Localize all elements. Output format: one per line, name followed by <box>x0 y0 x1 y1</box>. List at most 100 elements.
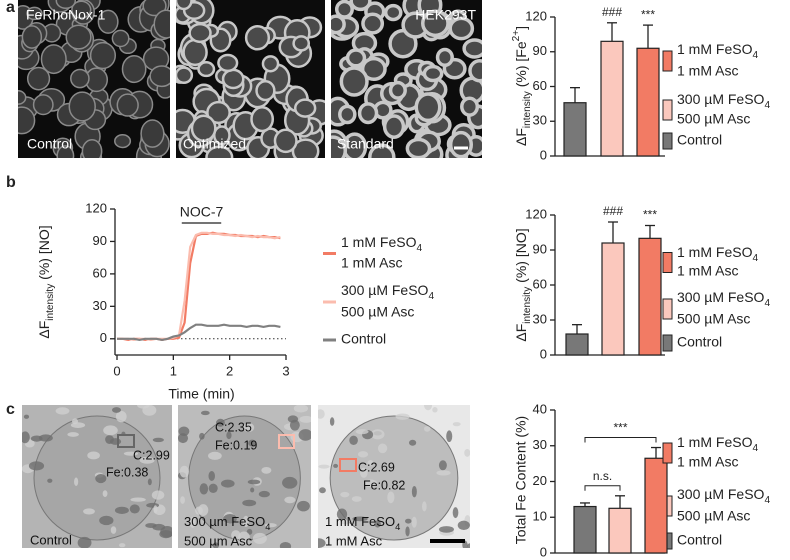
bracket-label: *** <box>613 421 627 435</box>
cell <box>140 119 165 148</box>
legend-swatch <box>662 334 673 352</box>
legend-swatch <box>662 252 673 273</box>
y-tick-label: 120 <box>85 200 107 215</box>
organelle <box>74 477 79 487</box>
cell <box>81 139 103 158</box>
organelle <box>457 520 470 530</box>
legend-label: 300 µM FeSO4 <box>677 91 770 111</box>
organelle-layer <box>318 405 470 548</box>
image-label: 500 µm Asc <box>184 533 253 548</box>
organelle <box>159 530 172 539</box>
cell <box>331 135 348 158</box>
organelle <box>395 413 410 420</box>
organelle <box>238 531 250 543</box>
y-tick-label: 60 <box>533 78 547 93</box>
organelle <box>231 530 241 540</box>
cell <box>40 44 67 75</box>
cell <box>176 66 194 85</box>
y-tick-label: 60 <box>93 265 107 280</box>
organelle <box>199 483 209 495</box>
bracket-label: n.s. <box>593 469 612 483</box>
cell <box>255 79 276 102</box>
cell <box>153 9 170 39</box>
image-label: Control <box>30 532 72 547</box>
bar <box>636 47 660 157</box>
roi-label: C:2.35 <box>215 420 252 434</box>
organelle <box>47 478 53 483</box>
organelle <box>367 460 374 466</box>
text-part: ΔF <box>513 324 529 342</box>
text-part: ΔF <box>513 128 529 146</box>
image-title: FeRhoNox-1 <box>26 7 106 23</box>
y-tick-label: 40 <box>533 401 547 416</box>
y-axis-label: ΔFintensity (%) [NO] <box>36 225 56 338</box>
cell <box>388 80 407 100</box>
panel-letter: a <box>6 0 15 16</box>
cell <box>460 96 480 117</box>
roi-label: Fe:0.19 <box>215 438 257 452</box>
organelle <box>363 479 378 488</box>
legend-label: 500 µM Asc <box>677 311 750 327</box>
cell <box>448 130 473 158</box>
organelle <box>208 451 222 460</box>
organelle <box>87 451 100 460</box>
legend-label: 500 µM Asc <box>341 304 414 320</box>
legend-label: 500 µM Asc <box>677 508 750 524</box>
organelle <box>114 506 129 514</box>
organelle <box>318 464 330 469</box>
organelle <box>438 526 455 533</box>
bar <box>563 102 587 157</box>
organelle-layer <box>178 405 311 548</box>
cell <box>188 22 212 44</box>
organelle <box>103 425 118 436</box>
cell <box>421 9 450 38</box>
roi-box <box>117 434 135 448</box>
x-tick-label: 1 <box>170 363 177 378</box>
bar <box>573 505 597 554</box>
legend-label: 1 mM FeSO4 <box>677 434 758 454</box>
y-tick-label: 10 <box>533 509 547 524</box>
organelle <box>408 439 417 446</box>
organelle <box>223 513 237 524</box>
organelle <box>147 478 152 486</box>
organelle <box>226 431 232 440</box>
cell <box>26 6 43 21</box>
organelle <box>424 405 433 411</box>
legend-swatch <box>662 99 673 121</box>
x-tick-label: 0 <box>113 363 120 378</box>
organelle <box>299 415 311 423</box>
organelle <box>250 487 255 493</box>
cell <box>334 0 354 19</box>
image-label: Standard <box>337 136 394 152</box>
organelle <box>153 505 158 514</box>
text-part: 300 µm FeSO <box>184 514 265 529</box>
text-part: ΔF <box>36 321 52 339</box>
organelle <box>293 405 309 413</box>
image-overlay: FeRhoNox-1 HEK293T Control Optimized Sta… <box>26 7 476 549</box>
organelle <box>152 437 164 443</box>
organelle <box>28 461 45 471</box>
organelle <box>452 422 461 427</box>
cell <box>70 68 90 89</box>
text-part: 4 <box>752 443 758 454</box>
cell <box>360 56 387 82</box>
cell <box>244 25 271 51</box>
cell <box>435 47 454 68</box>
organelle <box>405 518 412 524</box>
text-part: 300 µM FeSO <box>677 486 765 502</box>
organelle <box>351 496 362 502</box>
organelle <box>123 451 139 456</box>
text-part: 1 mM FeSO <box>677 434 753 450</box>
x-tick-label: 3 <box>282 363 289 378</box>
organelle <box>136 405 150 409</box>
cell <box>26 66 51 91</box>
organelle <box>446 430 453 443</box>
organelle <box>70 422 86 428</box>
organelle <box>130 497 146 502</box>
organelle <box>355 429 369 435</box>
cell <box>182 38 208 67</box>
cell <box>217 53 239 73</box>
organelle <box>38 434 53 442</box>
x-axis-label: Time (min) <box>168 386 234 402</box>
organelle <box>198 504 209 517</box>
